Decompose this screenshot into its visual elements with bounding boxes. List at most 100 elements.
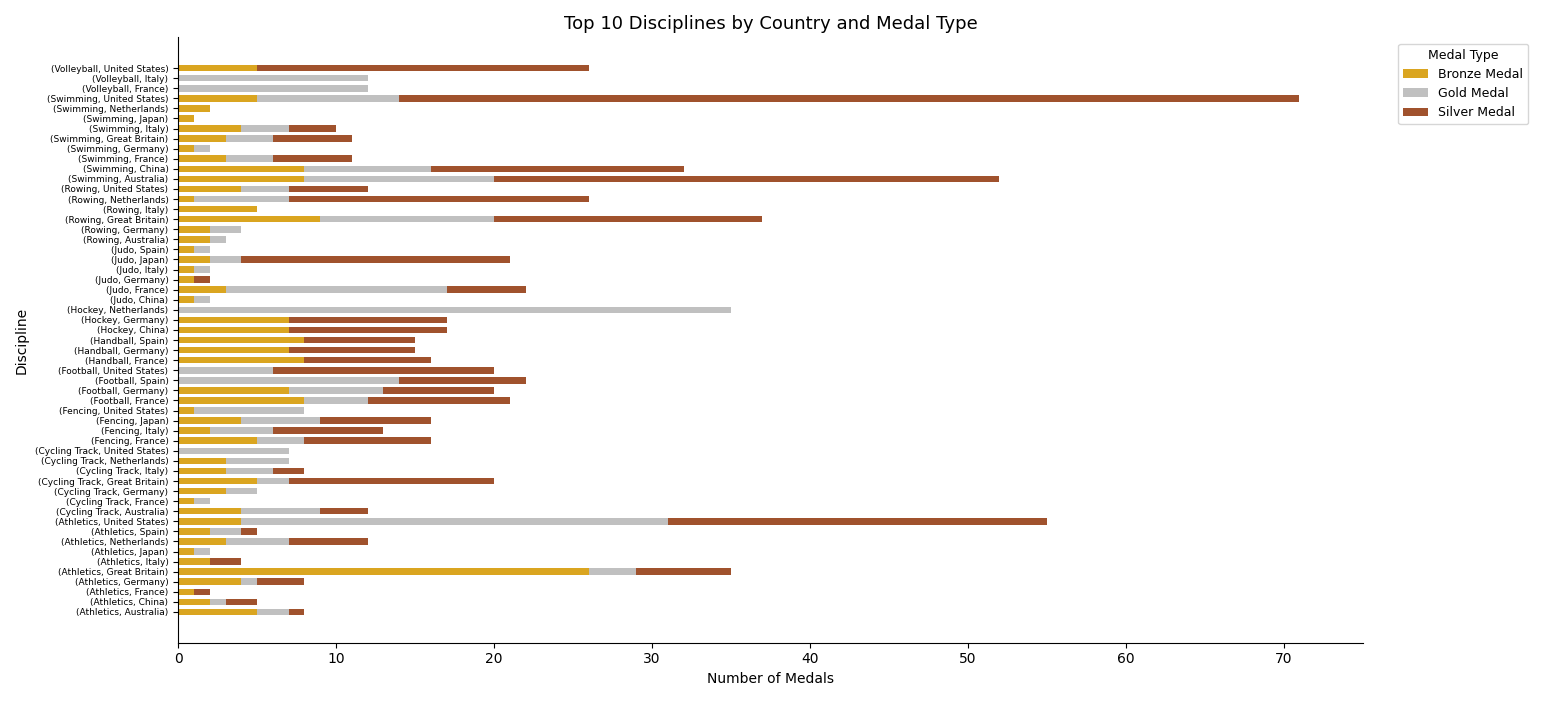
- Bar: [289, 387, 383, 394]
- Bar: [178, 428, 210, 434]
- Bar: [304, 176, 494, 182]
- Bar: [178, 186, 241, 192]
- Bar: [289, 125, 337, 132]
- Bar: [178, 407, 195, 414]
- Bar: [289, 196, 589, 203]
- Bar: [368, 397, 510, 404]
- Bar: [494, 216, 763, 222]
- Bar: [178, 488, 226, 494]
- Bar: [178, 367, 273, 374]
- Bar: [195, 498, 210, 505]
- Bar: [178, 135, 226, 142]
- Bar: [226, 135, 273, 142]
- Bar: [178, 306, 731, 313]
- Bar: [431, 165, 683, 172]
- Bar: [304, 357, 431, 363]
- Bar: [210, 236, 226, 243]
- Bar: [289, 608, 304, 615]
- Bar: [210, 226, 241, 233]
- Bar: [178, 95, 256, 102]
- Bar: [178, 458, 226, 464]
- Bar: [304, 397, 368, 404]
- Bar: [178, 216, 320, 222]
- Bar: [273, 367, 494, 374]
- Bar: [226, 538, 289, 545]
- Bar: [195, 276, 210, 283]
- Bar: [289, 347, 416, 353]
- Bar: [178, 256, 210, 263]
- Bar: [256, 65, 589, 72]
- Bar: [178, 518, 241, 524]
- Bar: [320, 216, 494, 222]
- Bar: [178, 478, 256, 484]
- Y-axis label: Discipline: Discipline: [15, 306, 29, 374]
- Bar: [256, 578, 304, 585]
- Bar: [178, 327, 289, 333]
- Bar: [226, 599, 256, 605]
- Bar: [256, 437, 304, 444]
- Bar: [273, 428, 383, 434]
- Bar: [178, 387, 289, 394]
- Bar: [178, 236, 210, 243]
- Bar: [195, 297, 210, 303]
- Bar: [178, 297, 195, 303]
- Bar: [289, 317, 447, 323]
- Bar: [241, 417, 320, 424]
- Bar: [178, 569, 589, 575]
- Bar: [178, 508, 241, 515]
- Bar: [178, 317, 289, 323]
- Bar: [273, 468, 304, 474]
- Bar: [256, 95, 399, 102]
- Bar: [178, 336, 304, 343]
- Bar: [178, 145, 195, 152]
- Bar: [226, 458, 289, 464]
- Bar: [178, 206, 256, 212]
- Bar: [210, 256, 241, 263]
- Bar: [289, 538, 368, 545]
- Bar: [178, 578, 241, 585]
- Bar: [494, 176, 1000, 182]
- Bar: [226, 468, 273, 474]
- Bar: [320, 417, 431, 424]
- Bar: [178, 105, 210, 111]
- Bar: [447, 287, 525, 293]
- Bar: [178, 528, 210, 535]
- Bar: [241, 186, 289, 192]
- Bar: [399, 95, 1299, 102]
- Bar: [241, 528, 256, 535]
- Bar: [304, 437, 431, 444]
- Bar: [399, 377, 525, 383]
- Bar: [241, 125, 289, 132]
- Bar: [178, 125, 241, 132]
- Bar: [178, 357, 304, 363]
- Bar: [273, 156, 352, 162]
- Bar: [178, 165, 304, 172]
- Bar: [273, 135, 352, 142]
- Bar: [256, 478, 289, 484]
- Bar: [178, 447, 289, 454]
- Bar: [178, 498, 195, 505]
- Bar: [178, 246, 195, 252]
- Bar: [289, 327, 447, 333]
- Bar: [210, 428, 273, 434]
- Bar: [226, 287, 447, 293]
- Bar: [178, 75, 368, 81]
- Title: Top 10 Disciplines by Country and Medal Type: Top 10 Disciplines by Country and Medal …: [564, 15, 978, 33]
- Bar: [241, 518, 667, 524]
- Bar: [178, 377, 399, 383]
- Bar: [241, 578, 256, 585]
- Bar: [289, 478, 494, 484]
- Bar: [637, 569, 731, 575]
- X-axis label: Number of Medals: Number of Medals: [708, 672, 834, 686]
- Bar: [178, 397, 304, 404]
- Bar: [210, 528, 241, 535]
- Bar: [241, 508, 320, 515]
- Bar: [383, 387, 494, 394]
- Bar: [178, 156, 226, 162]
- Bar: [195, 145, 210, 152]
- Bar: [241, 256, 510, 263]
- Bar: [195, 196, 289, 203]
- Bar: [195, 548, 210, 554]
- Bar: [195, 407, 304, 414]
- Bar: [178, 437, 256, 444]
